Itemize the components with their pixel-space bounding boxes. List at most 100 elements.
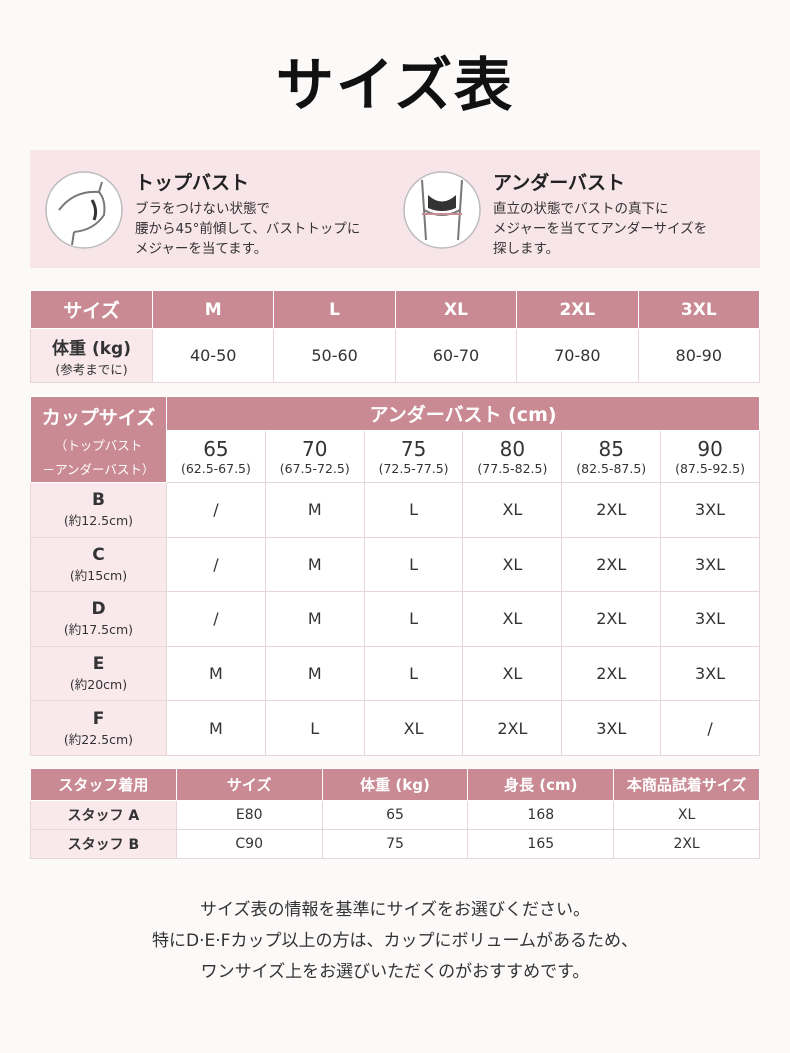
size-cell: 2XL [462, 700, 563, 756]
header-cell: L [273, 290, 396, 329]
weight-cell: 50-60 [273, 328, 396, 383]
under-size: 85 [598, 437, 624, 461]
staff-cell: 65 [321, 800, 469, 830]
page-title: サイズ表 [275, 51, 515, 119]
under-size: 65 [203, 437, 229, 461]
weight-label-cell: 体重 (kg) (参考までに) [30, 328, 153, 383]
cup-row: D (約17.5cm) / M L XL 2XL 3XL [30, 591, 760, 647]
header-cell: XL [394, 290, 518, 329]
size-cell: L [363, 536, 464, 593]
staff-table: スタッフ着用 サイズ 体重 (kg) 身長 (cm) 本商品試着サイズ スタッフ A E80… [30, 768, 760, 859]
corner-note: －アンダーバスト） [42, 462, 155, 477]
measure-title: アンダーバスト [493, 172, 626, 194]
cup-row: E (約20cm) M M L XL 2XL 3XL [30, 645, 760, 702]
size-table: サイズ M L XL 2XL 3XL 体重 (kg) (参考までに) 40-50 50-60 60-… [30, 290, 761, 383]
weight-cell: 70-80 [516, 328, 639, 383]
measure-line: メジャーを当ててアンダーサイズを [493, 221, 708, 237]
measure-title: トップバスト [135, 172, 250, 194]
cup-row: B (約12.5cm) / M L XL 2XL 3XL [30, 482, 760, 538]
size-cell: M [264, 645, 365, 702]
cup-diff: (約15cm) [69, 567, 128, 583]
weight-label: 体重 (kg) [52, 338, 131, 359]
under-cell: 85 (82.5-87.5) [561, 430, 662, 483]
size-cell: 3XL [660, 482, 760, 538]
under-cell: 80 (77.5-82.5) [462, 430, 563, 483]
top-bust-icon [45, 171, 123, 249]
cup-diff: (約12.5cm) [63, 513, 134, 529]
size-cell: 2XL [561, 591, 662, 647]
measure-text: トップバスト ブラをつけない状態で 腰から45°前傾して、バストトップに メジャーを当… [135, 168, 360, 259]
size-cell: M [264, 591, 365, 647]
size-cell: / [660, 700, 760, 756]
note-line: ワンサイズ上をお選びいただくのがおすすめです。 [200, 962, 590, 982]
cup-table: カップサイズ （トップバスト －アンダーバスト） アンダーバスト (cm) 65 (62.… [30, 396, 760, 756]
staff-row: スタッフ A E80 65 168 XL [30, 800, 760, 830]
cup-cell: C (約15cm) [30, 536, 167, 593]
header-cell: スタッフ着用 [30, 768, 177, 801]
under-bust-icon [403, 171, 481, 249]
under-cell: 70 (67.5-72.5) [264, 430, 365, 483]
cup-cell: F (約22.5cm) [30, 700, 167, 756]
header-cell: サイズ [30, 290, 153, 329]
weight-note: (参考までに) [55, 361, 128, 377]
staff-cell: スタッフ A [30, 800, 177, 830]
notes: サイズ表の情報を基準にサイズをお選びください。 特にD·E·Fカップ以上の方は、カ… [0, 895, 790, 988]
cup-diff: (約22.5cm) [63, 731, 134, 747]
cup-diff: (約17.5cm) [63, 622, 134, 638]
cup-label: E [92, 654, 105, 675]
weight-cell: 40-50 [151, 328, 275, 383]
under-title: アンダーバスト (cm) [166, 396, 760, 431]
cup-cell: D (約17.5cm) [30, 591, 167, 647]
size-cell: 3XL [660, 591, 760, 647]
staff-cell: XL [613, 800, 760, 830]
measure-line: ブラをつけない状態で [135, 201, 270, 217]
measure-box: トップバスト ブラをつけない状態で 腰から45°前傾して、バストトップに メジャーを当… [30, 150, 760, 268]
header-row: サイズ M L XL 2XL 3XL [30, 290, 761, 329]
size-cell: L [264, 700, 365, 756]
measure-line: 探します。 [493, 241, 560, 257]
size-cell: 3XL [561, 700, 662, 756]
size-cell: XL [462, 591, 563, 647]
size-cell: M [166, 700, 266, 756]
under-range: (67.5-72.5) [279, 461, 350, 476]
under-size: 75 [400, 437, 427, 461]
cup-diff: (約20cm) [69, 677, 128, 693]
cup-row: C (約15cm) / M L XL 2XL 3XL [30, 536, 760, 593]
size-cell: 3XL [660, 536, 760, 593]
header-cell: M [151, 290, 275, 329]
corner-cell: カップサイズ （トップバスト －アンダーバスト） [30, 396, 167, 483]
under-range: (82.5-87.5) [576, 461, 647, 476]
staff-cell: 165 [467, 829, 615, 859]
size-cell: 2XL [561, 536, 662, 593]
header-row: スタッフ着用 サイズ 体重 (kg) 身長 (cm) 本商品試着サイズ [30, 768, 760, 801]
staff-row: スタッフ B C90 75 165 2XL [30, 829, 760, 859]
under-cell: 65 (62.5-67.5) [166, 430, 266, 483]
header-cell: 本商品試着サイズ [613, 768, 760, 801]
staff-cell: 168 [467, 800, 615, 830]
size-cell: M [264, 536, 365, 593]
cup-label: D [91, 599, 106, 620]
weight-cell: 60-70 [394, 328, 518, 383]
size-cell: / [166, 591, 266, 647]
under-size: 80 [499, 437, 526, 461]
measure-line: メジャーを当てます。 [135, 241, 268, 257]
size-cell: M [166, 645, 266, 702]
staff-cell: スタッフ B [30, 829, 177, 859]
size-cell: 2XL [561, 482, 662, 538]
header-cell: 3XL [637, 290, 761, 329]
header-row: カップサイズ （トップバスト －アンダーバスト） アンダーバスト (cm) [30, 396, 760, 483]
under-range: (72.5-77.5) [378, 461, 449, 476]
cup-cell: E (約20cm) [30, 645, 167, 702]
size-cell: XL [462, 645, 563, 702]
measure-line: 直立の状態でバストの真下に [493, 201, 669, 217]
size-cell: L [363, 591, 464, 647]
under-cell: 90 (87.5-92.5) [660, 430, 760, 483]
cup-label: B [92, 490, 105, 511]
staff-cell: 2XL [613, 829, 760, 859]
size-cell: / [166, 482, 266, 538]
header-cell: 身長 (cm) [467, 768, 615, 801]
header-cell: 2XL [516, 290, 639, 329]
corner-title: カップサイズ [41, 407, 156, 429]
size-cell: 2XL [561, 645, 662, 702]
